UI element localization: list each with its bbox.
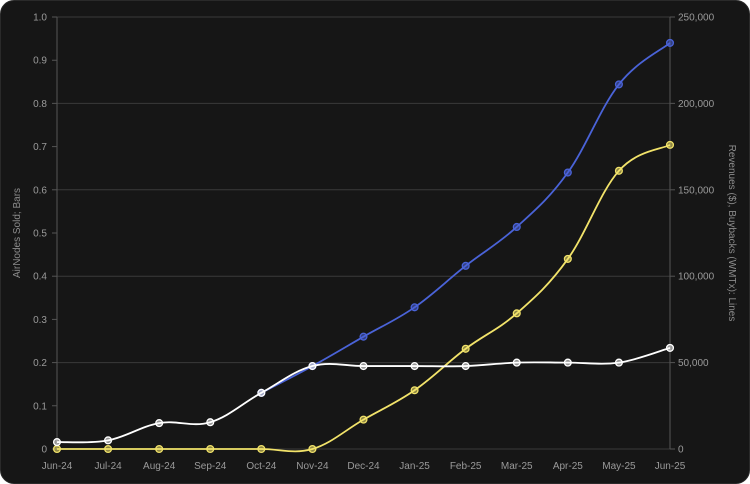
left-axis-title: AirNodes Sold; Bars [12,188,23,278]
data-point [52,438,62,447]
data-point [155,419,164,428]
data-point [52,444,62,454]
x-tick-label: Jul-24 [94,461,122,472]
data-point [461,344,470,353]
data-point [206,444,215,454]
data-point [614,166,623,175]
left-tick-label: 0.1 [33,401,47,412]
series-1 [52,140,675,454]
data-point [563,254,572,263]
x-tick-label: Oct-24 [246,461,276,472]
data-point [563,168,572,177]
data-point [665,343,675,352]
series-2 [52,343,675,447]
data-point [359,332,368,341]
left-tick-label: 0.5 [33,229,47,240]
data-point [665,140,675,149]
left-axis-ticks: 0 0.1 0.2 0.3 0.4 0.5 0.6 0.7 0.8 0.9 1.0 [33,13,57,456]
x-tick-label: Mar-25 [501,461,533,472]
data-point [614,358,623,367]
data-point [461,362,470,371]
data-point [410,303,419,312]
data-point [257,388,266,397]
x-axis-ticks: Jun-24 Jul-24 Aug-24 Sep-24 Oct-24 Nov-24 Dec-… [42,461,686,472]
right-axis-title: Revenues ($), Buybacks (WMTx): Lines [726,145,737,322]
data-point [512,309,521,318]
right-tick-label: 100,000 [678,272,715,283]
x-tick-label: Jun-25 [655,461,686,472]
left-tick-label: 0 [41,445,47,456]
data-point [104,436,113,445]
right-tick-label: 50,000 [678,358,709,369]
left-tick-label: 0.7 [33,142,47,153]
data-point [359,362,368,371]
left-tick-label: 0.3 [33,315,47,326]
x-tick-label: Jun-24 [42,461,73,472]
data-point [512,222,521,232]
data-point [308,444,317,454]
right-tick-label: 250,000 [678,13,715,24]
data-point [206,418,215,427]
series-0 [257,38,675,397]
data-point [614,80,623,89]
series-layer [52,38,675,454]
data-point [512,358,521,367]
x-tick-label: Dec-24 [347,461,380,472]
x-tick-label: Jan-25 [399,461,430,472]
left-tick-label: 0.8 [33,99,47,110]
right-tick-label: 150,000 [678,185,715,196]
x-tick-label: Feb-25 [450,461,482,472]
data-point [410,362,419,371]
right-tick-label: 200,000 [678,99,715,110]
series-line [260,42,671,394]
left-tick-label: 0.9 [33,56,47,67]
data-point [359,415,368,424]
grid-layer [56,16,671,450]
left-tick-label: 0.6 [33,185,47,196]
data-point [257,444,266,454]
x-tick-label: Aug-24 [143,461,176,472]
data-point [104,444,113,454]
data-point [665,38,675,47]
x-tick-label: Nov-24 [296,461,329,472]
series-line [57,144,671,453]
x-tick-label: Apr-25 [553,461,583,472]
left-tick-label: 1.0 [33,13,47,24]
left-tick-label: 0.4 [33,272,47,283]
data-point [563,358,572,367]
right-tick-label: 0 [678,445,684,456]
data-point [155,444,164,454]
x-tick-label: May-25 [602,461,636,472]
data-point [461,261,470,270]
data-point [410,386,419,395]
left-tick-label: 0.2 [33,358,47,369]
right-axis-ticks: 0 50,000 100,000 150,000 200,000 250,000 [670,13,715,456]
data-point [308,362,317,371]
x-tick-label: Sep-24 [194,461,227,472]
